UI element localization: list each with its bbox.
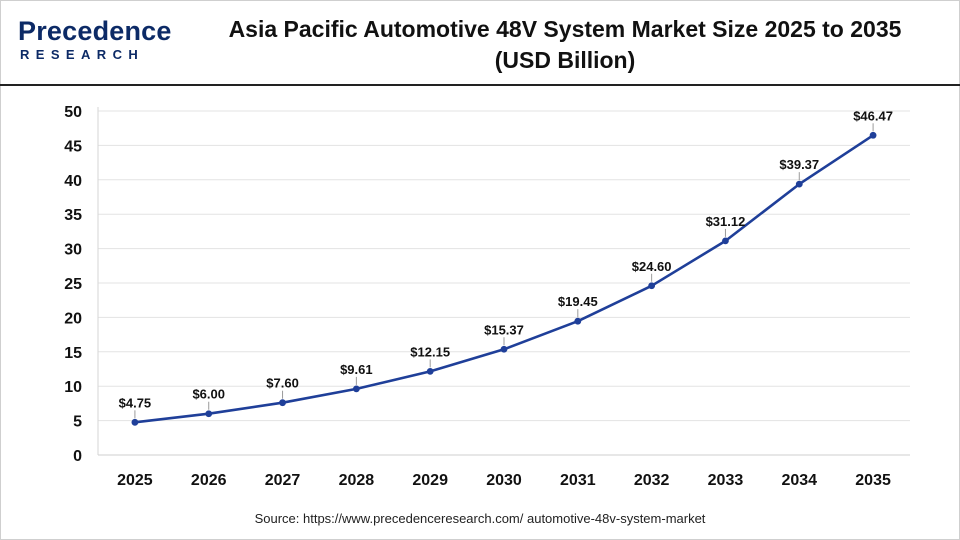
data-label: $7.60 bbox=[266, 376, 299, 391]
y-tick-label: 5 bbox=[73, 414, 82, 431]
x-tick-label: 2033 bbox=[708, 472, 744, 489]
data-label: $46.47 bbox=[853, 108, 893, 123]
chart-title: Asia Pacific Automotive 48V System Marke… bbox=[200, 14, 930, 76]
y-tick-label: 35 bbox=[64, 207, 82, 224]
data-label: $15.37 bbox=[484, 322, 524, 337]
data-point bbox=[279, 399, 286, 407]
data-label: $4.75 bbox=[119, 395, 152, 410]
x-tick-label: 2027 bbox=[265, 472, 301, 489]
data-label: $6.00 bbox=[192, 387, 225, 402]
x-tick-label: 2030 bbox=[486, 472, 522, 489]
y-tick-label: 0 bbox=[73, 448, 82, 465]
x-tick-label: 2032 bbox=[634, 472, 670, 489]
data-point bbox=[131, 418, 139, 426]
y-tick-label: 45 bbox=[64, 138, 82, 155]
data-label: $24.60 bbox=[632, 259, 672, 274]
chart-title-line2: (USD Billion) bbox=[494, 47, 636, 73]
header: Precedence RESEARCH Asia Pacific Automot… bbox=[0, 0, 960, 82]
x-tick-label: 2029 bbox=[412, 472, 448, 489]
x-tick-label: 2026 bbox=[191, 472, 227, 489]
brand-name: Precedence bbox=[18, 16, 172, 46]
header-divider bbox=[0, 84, 960, 86]
brand-logo: Precedence RESEARCH bbox=[16, 14, 171, 64]
y-tick-label: 10 bbox=[64, 379, 82, 396]
data-label: $39.37 bbox=[779, 157, 819, 172]
data-label: $31.12 bbox=[706, 214, 746, 229]
x-tick-label: 2028 bbox=[339, 472, 375, 489]
gridlines bbox=[98, 110, 910, 422]
data-point bbox=[205, 410, 213, 418]
y-tick-label: 15 bbox=[64, 345, 82, 362]
x-tick-label: 2034 bbox=[781, 472, 817, 489]
y-tick-label: 30 bbox=[64, 242, 82, 259]
data-label: $12.15 bbox=[410, 344, 450, 359]
x-tick-label: 2035 bbox=[855, 472, 891, 489]
data-label: $19.45 bbox=[558, 294, 598, 309]
data-point bbox=[722, 237, 729, 245]
data-point bbox=[352, 385, 360, 393]
y-axis: 0 5 10 15 20 25 30 35 40 45 50 bbox=[64, 104, 99, 465]
series-line bbox=[134, 134, 874, 424]
data-label: $9.61 bbox=[340, 362, 373, 377]
chart-title-line1: Asia Pacific Automotive 48V System Marke… bbox=[228, 16, 902, 42]
data-point bbox=[869, 131, 877, 139]
x-tick-label: 2031 bbox=[560, 472, 596, 489]
data-point bbox=[574, 317, 582, 325]
y-tick-label: 50 bbox=[64, 104, 82, 121]
data-point bbox=[426, 368, 434, 375]
x-tick-label: 2025 bbox=[117, 472, 153, 489]
data-point bbox=[500, 345, 508, 353]
data-point bbox=[795, 180, 803, 188]
y-tick-label: 25 bbox=[64, 276, 82, 293]
source-note: Source: https://www.precedenceresearch.c… bbox=[254, 511, 706, 526]
brand-sub: RESEARCH bbox=[20, 47, 145, 62]
y-tick-label: 40 bbox=[64, 173, 82, 190]
y-tick-label: 20 bbox=[64, 310, 82, 327]
data-labels: $4.75 $6.00 $7.60 $9.61 $12.15 $15.37 $19.45 $2… bbox=[119, 108, 893, 419]
series bbox=[131, 131, 877, 426]
data-point bbox=[648, 282, 656, 290]
x-axis: 2025 2026 2027 2028 2029 2030 2031 2032 2033 2034… bbox=[98, 454, 910, 489]
